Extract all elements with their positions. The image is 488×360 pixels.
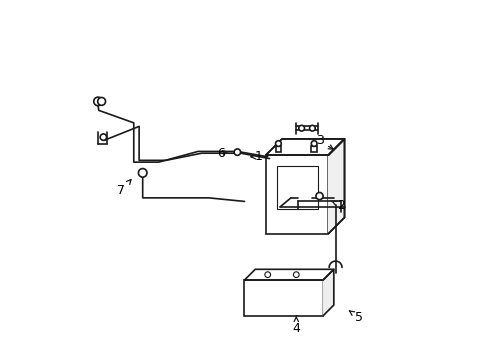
Circle shape (293, 272, 299, 278)
Circle shape (100, 134, 106, 140)
Polygon shape (328, 139, 344, 234)
Circle shape (264, 272, 270, 278)
Circle shape (98, 98, 105, 105)
Text: 7: 7 (117, 180, 131, 197)
Polygon shape (323, 269, 333, 316)
Circle shape (138, 168, 147, 177)
Circle shape (298, 125, 304, 131)
Text: 3: 3 (315, 134, 332, 149)
Polygon shape (265, 139, 344, 155)
Circle shape (234, 149, 240, 156)
Bar (276, 166, 317, 208)
Circle shape (315, 193, 323, 200)
Circle shape (309, 125, 315, 131)
Bar (311, 146, 316, 152)
Bar (244, 280, 323, 316)
Circle shape (311, 141, 316, 147)
FancyBboxPatch shape (265, 155, 328, 234)
Circle shape (275, 141, 281, 147)
Text: 1: 1 (251, 150, 262, 163)
Text: 6: 6 (217, 147, 227, 160)
Circle shape (94, 97, 102, 106)
Bar (275, 146, 281, 152)
Text: 4: 4 (292, 316, 300, 335)
Text: 2: 2 (331, 198, 344, 212)
Polygon shape (244, 269, 333, 280)
Text: 5: 5 (349, 311, 362, 324)
